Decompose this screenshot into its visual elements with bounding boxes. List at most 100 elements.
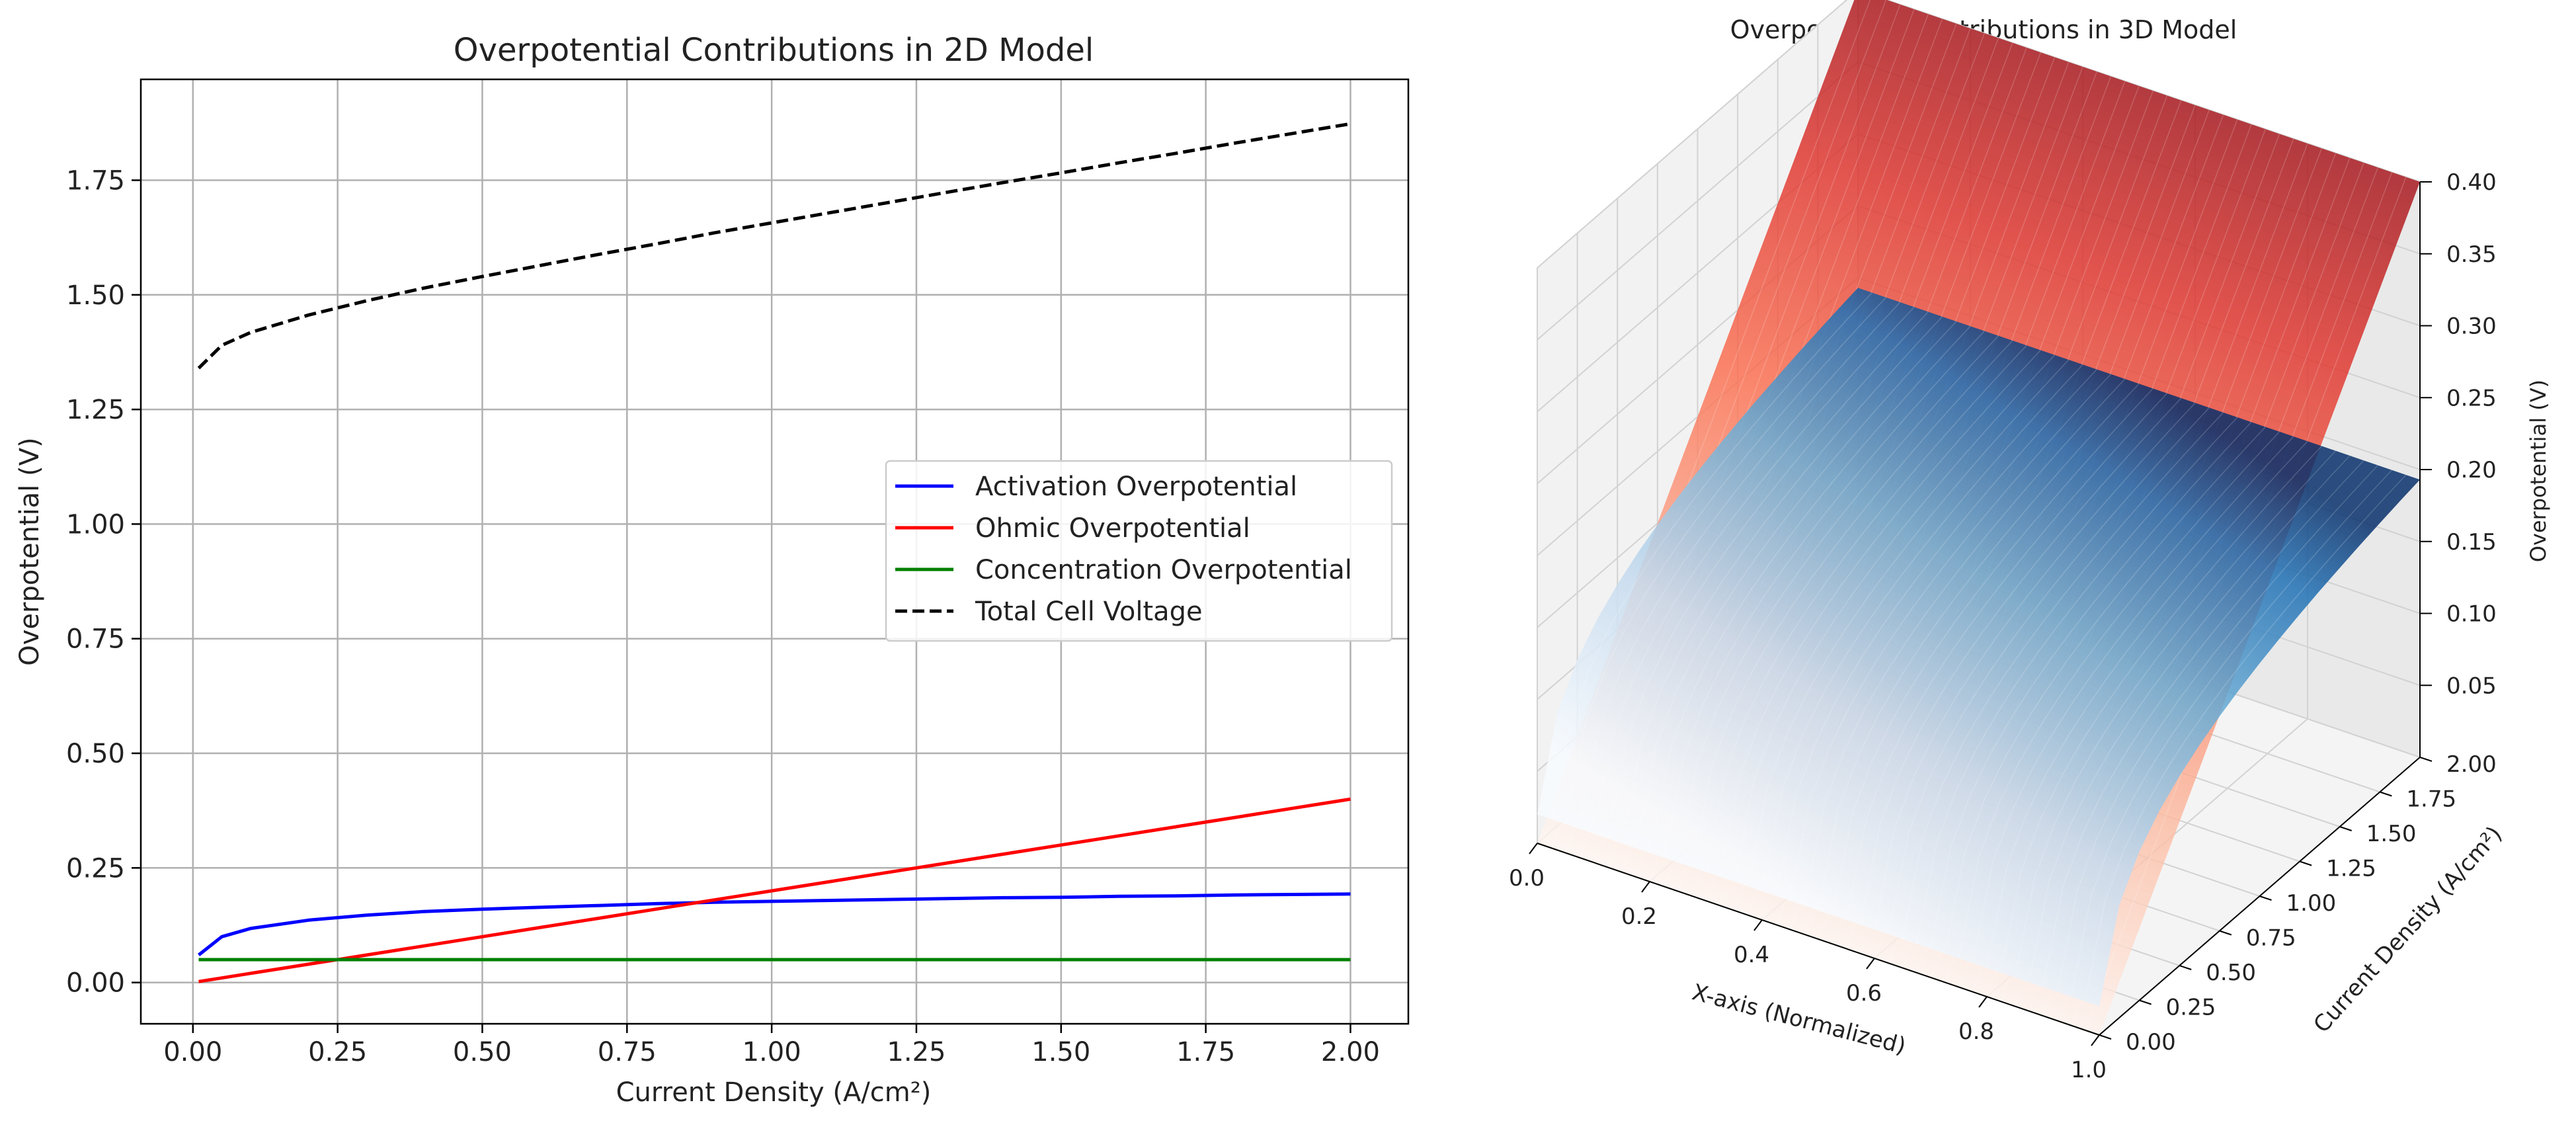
activation-surface-mesh xyxy=(1775,368,2097,896)
y3-tick-label: 1.00 xyxy=(2286,890,2337,917)
y-tick-label: 1.75 xyxy=(66,166,125,196)
activation-surface-mesh xyxy=(2014,450,2337,978)
chart-2d-xlabel: Current Density (A/cm²) xyxy=(616,1077,932,1108)
activation-surface-mesh xyxy=(1635,321,1957,849)
activation-surface-mesh xyxy=(1845,393,2168,921)
y3-tick xyxy=(2339,826,2353,831)
activation-surface-mesh xyxy=(1564,297,1887,825)
x3-tick-label: 0.6 xyxy=(1846,980,1882,1007)
activation-surface-mesh xyxy=(1579,302,1901,829)
legend-box xyxy=(885,460,1393,642)
activation-surface-mesh xyxy=(1930,421,2252,949)
legend-label: Activation Overpotential xyxy=(975,472,1297,502)
activation-surface-mesh xyxy=(1944,426,2266,954)
y3-tick xyxy=(2099,1034,2112,1040)
z3-tick-label: 0.10 xyxy=(2446,601,2497,628)
x3-tick xyxy=(1866,958,1875,970)
z3-tick-label: 0.25 xyxy=(2446,385,2497,411)
chart-2d-series xyxy=(197,122,1351,983)
y3-tick-label: 0.00 xyxy=(2126,1029,2176,1056)
z3-tick-label: 0.40 xyxy=(2446,169,2497,196)
z3-tick-label: 0.15 xyxy=(2446,529,2497,556)
x3-tick-label: 0.4 xyxy=(1734,942,1769,968)
legend-label: Total Cell Voltage xyxy=(975,597,1203,627)
chart-3d-ylabel: Current Density (A/cm²) xyxy=(2308,821,2507,1038)
x-tick-label: 2.00 xyxy=(1321,1037,1380,1067)
x3-tick xyxy=(1753,919,1763,931)
x3-tick xyxy=(1978,996,1988,1008)
x-tick-label: 0.00 xyxy=(163,1037,222,1067)
activation-surface-mesh xyxy=(1916,417,2238,944)
y3-tick xyxy=(2299,860,2312,866)
chart-2d-frame xyxy=(140,78,1410,1025)
x3-tick-label: 0.0 xyxy=(1509,865,1545,892)
chart-3d-axes: 0.0 0.2 0.4 0.6 0.8 1.0 0.00 0.25 0.50 0.75 1.00 1.… xyxy=(1509,169,2497,1083)
activation-surface-mesh xyxy=(1789,374,2112,901)
activation-surface-mesh xyxy=(1888,407,2210,934)
chart-2d-ylabel: Overpotential (V) xyxy=(15,437,45,665)
activation-surface-mesh xyxy=(1663,330,1985,858)
x-tick-label: 0.75 xyxy=(598,1037,657,1067)
x3-tick-label: 0.2 xyxy=(1621,903,1657,930)
pane-gridline xyxy=(1537,0,1848,269)
y-tick-label: 1.00 xyxy=(66,509,125,540)
activation-surface xyxy=(1537,288,2420,1007)
series-line xyxy=(197,122,1351,370)
z3-tick-label: 0.30 xyxy=(2446,313,2497,340)
activation-surface-mesh xyxy=(1986,440,2308,968)
y3-tick-label: 1.25 xyxy=(2326,856,2376,882)
activation-surface-mesh xyxy=(1719,349,2041,877)
activation-surface-mesh xyxy=(2070,470,2393,997)
activation-surface-mesh xyxy=(1818,383,2140,911)
legend-label: Concentration Overpotential xyxy=(975,555,1352,585)
activation-surface-mesh xyxy=(1593,306,1915,834)
chart-3d-zlabel: Overpotential (V) xyxy=(2526,380,2551,562)
y3-tick-label: 0.75 xyxy=(2246,925,2296,952)
y3-tick xyxy=(2259,895,2272,901)
y-tick-label: 1.50 xyxy=(66,280,125,311)
activation-surface-mesh xyxy=(1748,359,2070,887)
chart-3d: Overpotential Contributions in 3D Model … xyxy=(1509,0,2551,1083)
chart-2d-legend: Activation Overpotential Ohmic Overpotent… xyxy=(885,460,1393,642)
activation-surface-mesh xyxy=(2029,455,2351,983)
activation-surface-mesh xyxy=(1972,436,2294,964)
y-tick-label: 0.75 xyxy=(66,624,125,655)
y3-tick-label: 1.75 xyxy=(2406,786,2456,813)
pane-gridline xyxy=(1537,61,1859,341)
activation-surface-mesh xyxy=(1691,340,2013,868)
chart-2d-title: Overpotential Contributions in 2D Model xyxy=(454,32,1094,69)
z3-tick-label: 0.35 xyxy=(2446,241,2497,268)
y-tick-label: 0.25 xyxy=(66,853,125,884)
activation-surface-mesh xyxy=(1733,354,2056,882)
activation-surface-mesh xyxy=(1761,364,2083,892)
activation-surface-mesh xyxy=(2000,445,2322,973)
y3-tick-label: 0.50 xyxy=(2206,960,2256,986)
y3-tick-label: 0.25 xyxy=(2166,995,2216,1021)
activation-surface-mesh xyxy=(1831,388,2153,915)
y3-tick xyxy=(2419,757,2433,762)
y3-tick xyxy=(2380,791,2392,797)
x3-tick xyxy=(2091,1034,2100,1046)
activation-surface-mesh xyxy=(1902,412,2224,940)
x3-tick-label: 0.8 xyxy=(1958,1018,1994,1045)
activation-surface-mesh xyxy=(1677,335,1999,863)
y-tick-label: 0.50 xyxy=(66,739,125,769)
y-tick-label: 1.25 xyxy=(66,395,125,425)
activation-surface-mesh xyxy=(1804,378,2126,906)
activation-surface-mesh xyxy=(1705,345,2027,872)
activation-surface-mesh xyxy=(1874,402,2196,930)
chart-2d-grid xyxy=(141,79,1408,1024)
activation-surface-mesh xyxy=(2056,464,2378,992)
series-line xyxy=(197,892,1351,956)
activation-surface-mesh xyxy=(1550,292,1872,819)
activation-surface-mesh xyxy=(1621,316,1943,844)
x-tick-label: 0.50 xyxy=(453,1037,512,1067)
activation-surface-mesh xyxy=(1860,397,2182,925)
x-tick-label: 0.25 xyxy=(308,1037,367,1067)
x-tick-label: 1.00 xyxy=(743,1037,801,1067)
x-tick-label: 1.75 xyxy=(1176,1037,1235,1067)
y-tick-label: 0.00 xyxy=(66,968,125,999)
y3-tick-label: 1.50 xyxy=(2366,821,2417,847)
x3-tick-label: 1.0 xyxy=(2071,1057,2107,1083)
